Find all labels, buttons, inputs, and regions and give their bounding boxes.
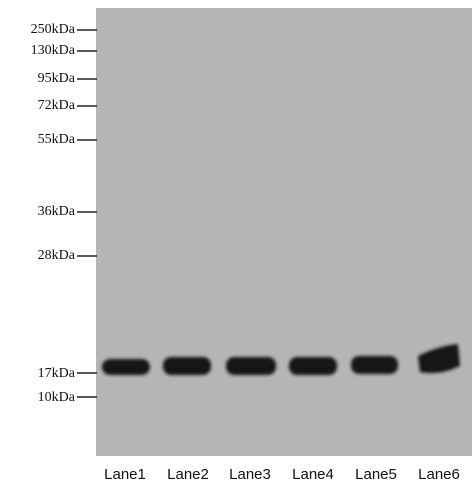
band: [102, 359, 150, 375]
marker-label: 17kDa: [38, 366, 76, 381]
marker-label: 250kDa: [31, 22, 76, 37]
lane-label: Lane4: [292, 466, 334, 483]
marker-label: 72kDa: [38, 98, 76, 113]
marker-label: 95kDa: [38, 71, 76, 86]
band: [163, 357, 211, 375]
marker-label: 28kDa: [38, 248, 76, 263]
marker-label: 36kDa: [38, 204, 76, 219]
band: [226, 357, 276, 375]
lane-label: Lane5: [355, 466, 397, 483]
lane-label: Lane6: [418, 466, 460, 483]
marker-label: 130kDa: [31, 43, 76, 58]
band: [351, 356, 398, 374]
marker-labels: 250kDa 130kDa 95kDa 72kDa 55kDa 36kDa 28…: [31, 22, 76, 405]
band: [289, 357, 337, 375]
blot-svg: 250kDa 130kDa 95kDa 72kDa 55kDa 36kDa 28…: [0, 0, 472, 490]
marker-ticks: [77, 30, 97, 397]
lane-label: Lane1: [104, 466, 146, 483]
lane-labels: Lane1 Lane2 Lane3 Lane4 Lane5 Lane6: [104, 466, 460, 483]
lane-label: Lane3: [229, 466, 271, 483]
lane-label: Lane2: [167, 466, 209, 483]
blot-figure: 250kDa 130kDa 95kDa 72kDa 55kDa 36kDa 28…: [0, 0, 472, 490]
marker-label: 55kDa: [38, 132, 76, 147]
membrane: [96, 8, 472, 456]
marker-label: 10kDa: [38, 390, 76, 405]
